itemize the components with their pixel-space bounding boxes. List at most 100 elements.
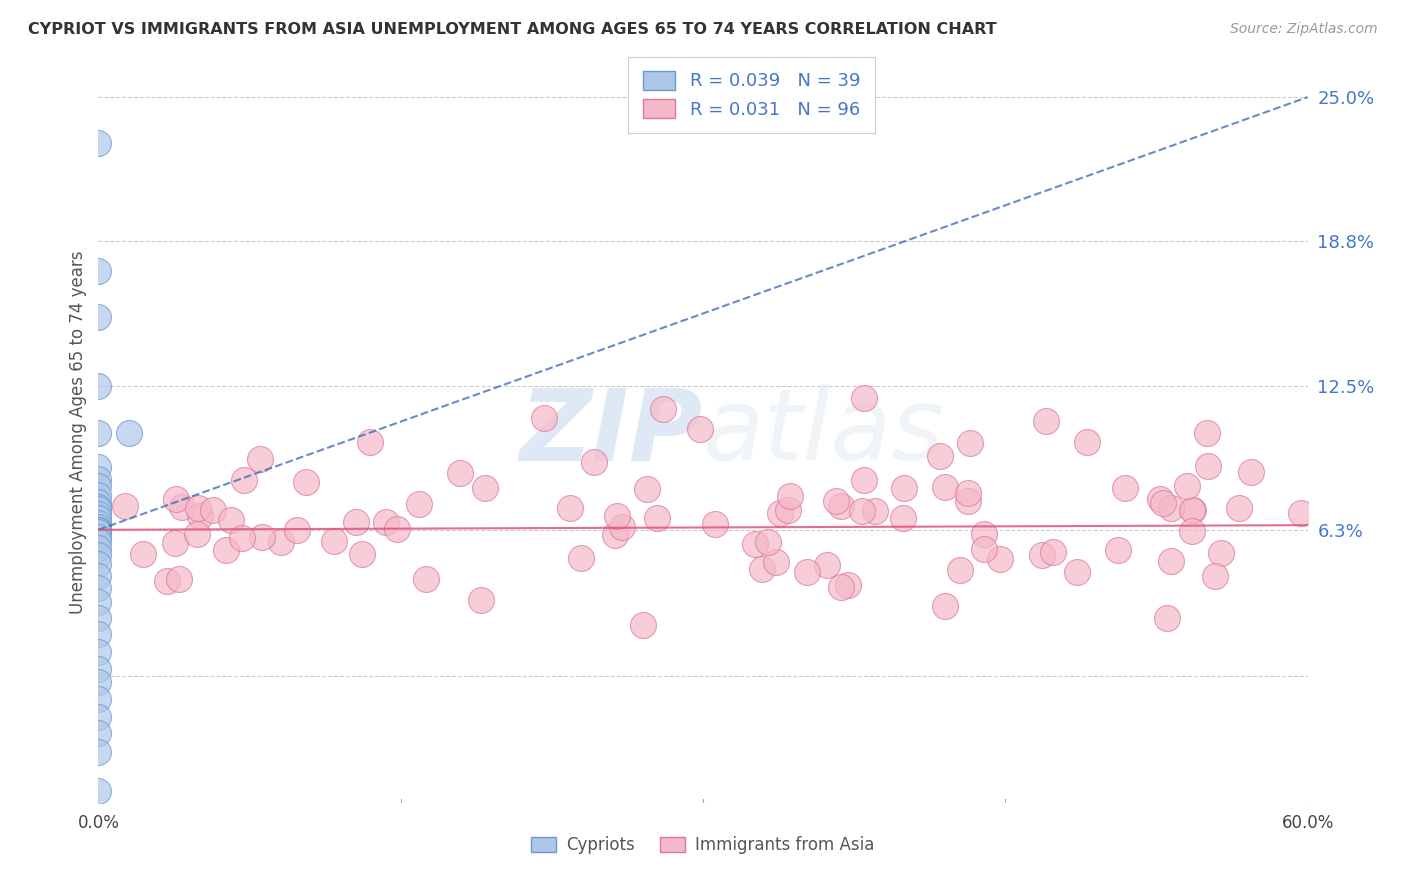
Point [249,452,271,467]
Point [285,524,308,538]
Point [186,527,208,541]
Point [988,551,1011,566]
Point [1152,496,1174,510]
Point [87,425,110,440]
Point [87,523,110,537]
Point [893,481,915,495]
Point [1107,543,1129,558]
Point [87,479,110,493]
Text: ZIP: ZIP [520,384,703,481]
Point [87,569,110,583]
Point [87,594,110,608]
Point [87,581,110,595]
Point [165,535,187,549]
Point [132,547,155,561]
Point [87,523,110,537]
Point [1114,481,1136,495]
Point [863,504,886,518]
Text: CYPRIOT VS IMMIGRANTS FROM ASIA UNEMPLOYMENT AMONG AGES 65 TO 74 YEARS CORRELATI: CYPRIOT VS IMMIGRANTS FROM ASIA UNEMPLOY… [28,22,997,37]
Point [704,516,727,531]
Point [87,488,110,502]
Point [1211,546,1233,560]
Point [87,530,110,544]
Point [651,402,673,417]
Point [156,574,179,589]
Point [87,379,110,393]
Point [949,563,972,577]
Point [973,527,995,541]
Point [1076,434,1098,449]
Point [765,555,787,569]
Point [188,509,211,524]
Point [87,460,110,475]
Point [853,474,876,488]
Point [87,784,110,798]
Point [87,472,110,486]
Point [359,435,381,450]
Point [891,510,914,524]
Text: 60.0%: 60.0% [1281,814,1334,832]
Point [114,499,136,513]
Point [87,726,110,740]
Point [87,627,110,641]
Point [87,541,110,556]
Point [1035,414,1057,428]
Point [1149,491,1171,506]
Text: atlas: atlas [703,384,945,481]
Point [87,745,110,759]
Point [87,525,110,540]
Point [689,422,711,436]
Point [1181,503,1204,517]
Point [1160,554,1182,568]
Point [87,558,110,572]
Text: Source: ZipAtlas.com: Source: ZipAtlas.com [1230,22,1378,37]
Point [323,534,346,549]
Point [87,263,110,277]
Point [558,500,581,515]
Point [87,548,110,562]
Point [470,593,492,607]
Point [1181,502,1204,516]
Point [1066,565,1088,579]
Point [250,530,273,544]
Point [824,493,846,508]
Point [1181,524,1204,538]
Point [776,503,799,517]
Point [87,523,110,537]
Point [270,535,292,549]
Point [87,611,110,625]
Point [1289,506,1312,520]
Point [837,578,859,592]
Point [1197,459,1219,474]
Point [231,531,253,545]
Point [851,504,873,518]
Point [449,466,471,480]
Point [1156,611,1178,625]
Point [170,500,193,514]
Point [751,562,773,576]
Point [959,435,981,450]
Point [87,500,110,514]
Point [1160,501,1182,516]
Point [815,558,838,572]
Point [385,522,408,536]
Y-axis label: Unemployment Among Ages 65 to 74 years: Unemployment Among Ages 65 to 74 years [69,251,87,615]
Point [603,528,626,542]
Point [610,520,633,534]
Point [756,534,779,549]
Point [87,511,110,525]
Point [374,515,396,529]
Point [769,506,792,520]
Point [533,411,555,425]
Point [853,391,876,405]
Point [606,509,628,524]
Point [744,537,766,551]
Point [1240,465,1263,479]
Point [87,495,110,509]
Point [87,136,110,151]
Point [118,425,141,440]
Point [415,572,437,586]
Point [87,675,110,690]
Point [87,507,110,521]
Point [956,493,979,508]
